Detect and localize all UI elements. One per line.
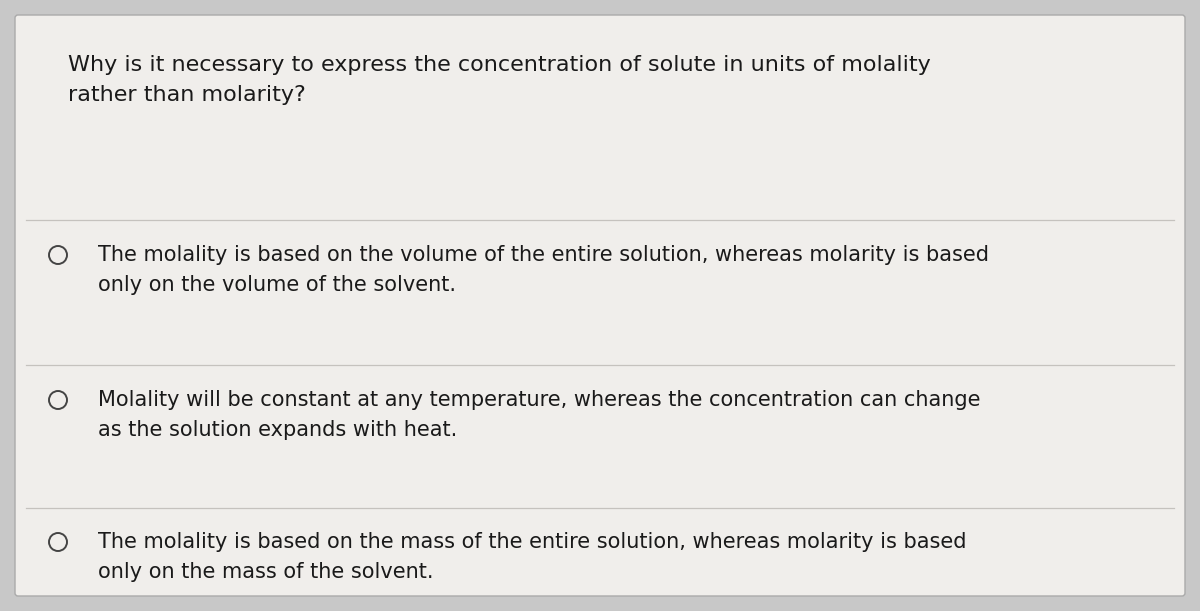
Text: The molality is based on the volume of the entire solution, whereas molarity is : The molality is based on the volume of t… — [98, 245, 989, 295]
Text: Molality will be constant at any temperature, whereas the concentration can chan: Molality will be constant at any tempera… — [98, 390, 980, 439]
Text: Why is it necessary to express the concentration of solute in units of molality
: Why is it necessary to express the conce… — [68, 55, 931, 104]
FancyBboxPatch shape — [14, 15, 1186, 596]
Text: The molality is based on the mass of the entire solution, whereas molarity is ba: The molality is based on the mass of the… — [98, 532, 966, 582]
